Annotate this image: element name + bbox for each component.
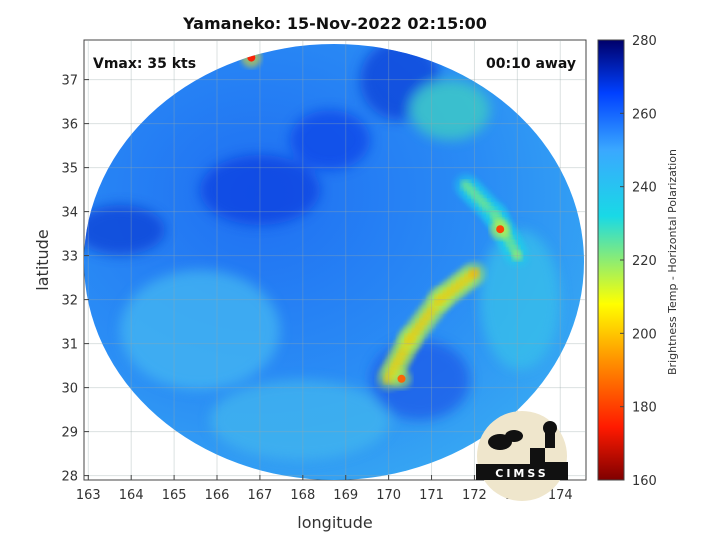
x-tick-label: 168 [290,488,315,503]
colorbar-tick-label: 240 [632,181,657,196]
feature-core [397,374,406,383]
water-tower-icon [545,430,555,448]
cloud-texture [84,44,560,460]
x-tick-label: 174 [548,488,573,503]
colorbar-label: Brightness Temp - Horizontal Polarizatio… [666,149,679,375]
y-ticks: 28 29 30 31 32 33 34 35 36 37 [61,74,89,485]
feature-east-core [490,219,511,240]
feature-south-core [391,368,412,389]
vmax-label: Vmax: 35 kts [93,56,196,72]
time-away-label: 00:10 away [486,56,576,72]
x-tick-label: 167 [248,488,273,503]
x-tick-label: 163 [76,488,101,503]
convective-features [241,47,530,391]
colorbar-tick-label: 200 [632,327,657,342]
feature-core [512,250,523,261]
x-tick-label: 172 [462,488,487,503]
y-tick-label: 34 [61,206,78,221]
y-tick-label: 32 [61,294,78,309]
colorbar-ticks: 160 180 200 220 240 260 280 [620,34,657,489]
x-tick-label: 170 [376,488,401,503]
colorbar-tick-label: 160 [632,474,657,489]
x-axis-label: longitude [297,513,372,532]
y-tick-label: 28 [61,470,78,485]
colorbar-tick-label: 180 [632,401,657,416]
x-tick-label: 166 [205,488,230,503]
y-tick-label: 36 [61,118,78,133]
feature-core [496,225,505,234]
x-tick-label: 171 [419,488,444,503]
x-tick-label: 164 [119,488,144,503]
x-tick-label: 165 [162,488,187,503]
chart-title: Yamaneko: 15-Nov-2022 02:15:00 [182,14,487,33]
logo-text: CIMSS [495,467,548,480]
x-tick-label: 169 [333,488,358,503]
colorbar-tick-label: 220 [632,254,657,269]
y-tick-label: 33 [61,250,78,265]
feature-core [469,268,480,279]
y-tick-label: 29 [61,426,78,441]
colorbar-tick-label: 280 [632,34,657,49]
cimss-logo: CIMSS [476,411,568,501]
y-tick-label: 35 [61,162,78,177]
colorbar-tick-label: 260 [632,107,657,122]
y-axis-label: latitude [33,229,52,290]
y-tick-label: 30 [61,382,78,397]
y-tick-label: 37 [61,74,78,89]
gridlines [84,40,586,480]
swath-disc [84,44,584,480]
y-tick-label: 31 [61,338,78,353]
